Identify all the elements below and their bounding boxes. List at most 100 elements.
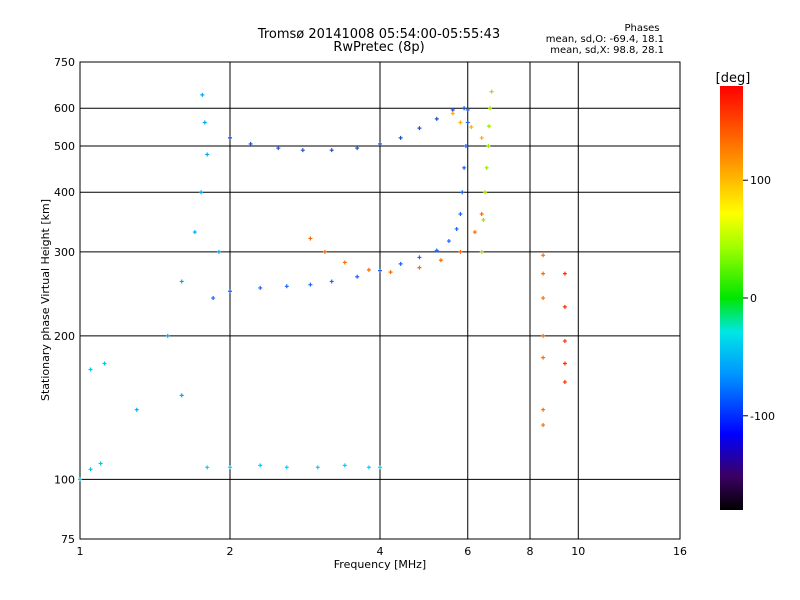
data-point (450, 111, 455, 116)
data-point (216, 249, 221, 254)
data-point (481, 217, 486, 222)
data-point (562, 361, 567, 366)
data-point (228, 289, 232, 294)
data-point (388, 270, 393, 275)
data-point (434, 248, 439, 253)
data-point (562, 339, 567, 344)
data-point (308, 282, 313, 287)
x-tick-label: 8 (527, 545, 534, 558)
data-point (398, 261, 403, 266)
data-point (488, 106, 493, 111)
data-point (199, 190, 204, 195)
data-point (102, 361, 107, 366)
data-point (562, 304, 567, 309)
data-point (378, 141, 382, 146)
data-point (417, 265, 422, 270)
data-point (211, 296, 216, 301)
y-tick-label: 200 (54, 330, 75, 343)
x-tick-label: 2 (227, 545, 234, 558)
data-point (200, 92, 205, 97)
y-tick-label: 100 (54, 473, 75, 486)
data-point (98, 461, 103, 466)
x-axis-ticks: 1 2 4 6 8 10 16 (77, 545, 688, 558)
data-point (366, 267, 371, 272)
data-point (342, 463, 347, 468)
data-point (165, 333, 170, 338)
data-point (378, 268, 382, 273)
data-point (479, 249, 484, 254)
data-point (258, 463, 263, 468)
data-point (458, 249, 463, 254)
data-point (479, 212, 484, 217)
y-tick-label: 600 (54, 102, 75, 115)
phases-line-o: mean, sd,O: -69.4, 18.1 (546, 34, 664, 45)
data-point (258, 285, 263, 290)
grid-lines (80, 62, 680, 539)
data-point (541, 333, 546, 338)
data-point (329, 148, 334, 153)
data-point (366, 465, 371, 470)
data-point (483, 190, 488, 195)
data-point (454, 226, 459, 231)
data-point (342, 260, 347, 265)
data-point (88, 467, 93, 472)
data-point (228, 465, 232, 470)
data-point (541, 355, 546, 360)
phases-title: Phases (624, 23, 659, 34)
data-point (487, 124, 492, 129)
data-point (434, 116, 439, 121)
data-point (541, 423, 546, 428)
data-point (78, 477, 82, 482)
data-point (469, 125, 474, 130)
y-tick-label: 400 (54, 186, 75, 199)
colorbar-tick-label: 100 (750, 174, 771, 187)
data-point (438, 258, 443, 263)
data-point (179, 393, 184, 398)
colorbar-ticks: 100 0 -100 (743, 174, 775, 423)
data-point (486, 143, 491, 148)
data-point (88, 367, 93, 372)
data-point (179, 279, 184, 284)
data-point (489, 89, 494, 94)
colorbar-label: [deg] (716, 71, 751, 86)
x-axis-label: Frequency [MHz] (334, 558, 426, 571)
data-point (202, 120, 207, 125)
y-axis-label: Stationary phase Virtual Height [km] (39, 199, 52, 401)
data-point (355, 274, 360, 279)
data-point (417, 126, 422, 131)
data-point (465, 120, 470, 125)
colorbar-gradient (720, 86, 743, 510)
phase-colorbar: [deg] 100 0 -100 (716, 71, 775, 510)
data-point (541, 271, 546, 276)
y-tick-label: 750 (54, 56, 75, 69)
data-point (562, 271, 567, 276)
data-point (300, 148, 305, 153)
data-point (472, 230, 477, 235)
colorbar-tick-label: -100 (750, 410, 775, 423)
data-point (276, 146, 281, 151)
data-points (78, 89, 567, 482)
data-point (450, 107, 455, 112)
data-point (378, 465, 382, 470)
chart-title: Tromsø 20141008 05:54:00-05:55:43 (257, 27, 500, 42)
data-point (355, 146, 360, 151)
y-tick-label: 500 (54, 140, 75, 153)
y-tick-label: 75 (61, 533, 75, 546)
y-tick-label: 300 (54, 246, 75, 259)
data-point (541, 253, 546, 258)
data-point (462, 106, 467, 111)
data-point (562, 380, 567, 385)
data-point (192, 230, 197, 235)
data-point (460, 190, 465, 195)
data-point (541, 407, 546, 412)
data-point (446, 239, 451, 244)
x-tick-label: 16 (673, 545, 687, 558)
data-point (248, 141, 253, 146)
data-point (308, 236, 313, 241)
data-point (458, 212, 463, 217)
x-tick-label: 10 (571, 545, 585, 558)
data-point (398, 135, 403, 140)
y-axis-ticks: 75 100 200 300 400 500 600 750 (54, 56, 75, 546)
data-point (458, 120, 463, 125)
